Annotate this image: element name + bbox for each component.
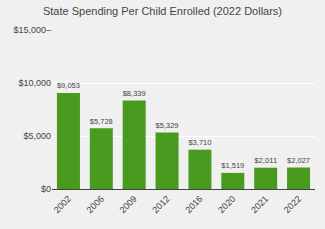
- svg-text:State Spending Per Child Enrol: State Spending Per Child Enrolled (2022 …: [43, 5, 282, 17]
- svg-text:$5,329: $5,329: [156, 121, 179, 130]
- svg-text:2022: 2022: [282, 194, 303, 215]
- svg-text:$0: $0: [41, 184, 51, 194]
- svg-text:2006: 2006: [85, 194, 106, 215]
- svg-text:$2,011: $2,011: [254, 156, 277, 165]
- svg-text:$8,339: $8,339: [123, 89, 146, 98]
- svg-text:$1,519: $1,519: [221, 161, 244, 170]
- svg-text:$2,027: $2,027: [287, 156, 310, 165]
- svg-text:$3,710: $3,710: [188, 138, 211, 147]
- svg-text:$5,000: $5,000: [23, 131, 51, 141]
- svg-text:2021: 2021: [249, 194, 270, 215]
- svg-text:$5,728: $5,728: [90, 117, 113, 126]
- svg-text:2012: 2012: [150, 194, 171, 215]
- svg-text:$10,000: $10,000: [18, 78, 51, 88]
- svg-text:2020: 2020: [216, 194, 237, 215]
- svg-text:2002: 2002: [52, 194, 73, 215]
- svg-text:2016: 2016: [183, 194, 204, 215]
- svg-text:2009: 2009: [118, 194, 139, 215]
- svg-text:$15,000–: $15,000–: [13, 25, 51, 35]
- svg-text:$9,053: $9,053: [57, 81, 80, 90]
